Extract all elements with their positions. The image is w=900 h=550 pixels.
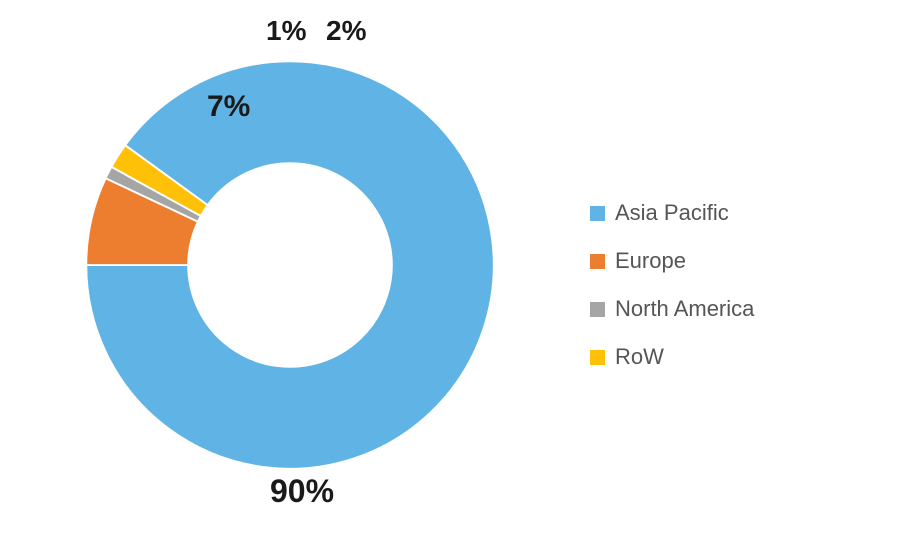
legend-swatch-1 <box>590 254 605 269</box>
legend-item-0: Asia Pacific <box>590 200 754 226</box>
legend-item-1: Europe <box>590 248 754 274</box>
slice-label-2: 1% <box>266 15 306 47</box>
legend-label-0: Asia Pacific <box>615 200 729 226</box>
legend-swatch-0 <box>590 206 605 221</box>
slice-label-0: 90% <box>270 473 334 510</box>
slice-label-1: 7% <box>207 90 250 124</box>
legend-label-3: RoW <box>615 344 664 370</box>
legend-item-2: North America <box>590 296 754 322</box>
legend-item-3: RoW <box>590 344 754 370</box>
legend-label-1: Europe <box>615 248 686 274</box>
donut-svg <box>40 15 540 515</box>
legend-swatch-3 <box>590 350 605 365</box>
donut-chart: 90% 7% 1% 2% <box>40 15 540 535</box>
slice-label-3: 2% <box>326 15 366 47</box>
legend: Asia Pacific Europe North America RoW <box>590 200 754 370</box>
legend-label-2: North America <box>615 296 754 322</box>
legend-swatch-2 <box>590 302 605 317</box>
